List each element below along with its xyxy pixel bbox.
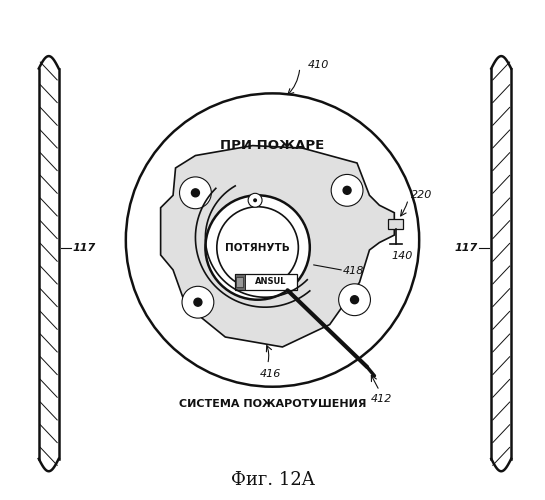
Circle shape <box>217 206 298 288</box>
Circle shape <box>182 286 214 318</box>
Circle shape <box>191 189 199 197</box>
Circle shape <box>331 174 363 206</box>
Text: 220: 220 <box>411 190 432 200</box>
Circle shape <box>248 194 262 207</box>
Circle shape <box>126 94 419 387</box>
Text: Фиг. 12A: Фиг. 12A <box>231 470 314 488</box>
Text: СИСТЕМА ПОЖАРОТУШЕНИЯ: СИСТЕМА ПОЖАРОТУШЕНИЯ <box>179 399 366 409</box>
Bar <box>389 219 403 229</box>
Circle shape <box>350 296 359 304</box>
Text: 410: 410 <box>307 60 329 70</box>
Text: 416: 416 <box>259 370 281 380</box>
Circle shape <box>253 198 257 202</box>
Circle shape <box>343 186 351 194</box>
Polygon shape <box>161 146 395 347</box>
Text: ПОТЯНУТЬ: ПОТЯНУТЬ <box>225 242 290 252</box>
Text: 412: 412 <box>371 394 392 404</box>
Text: ANSUL: ANSUL <box>255 278 287 286</box>
Bar <box>235 274 298 290</box>
Bar <box>236 277 243 287</box>
Bar <box>235 274 245 290</box>
Text: 117: 117 <box>72 242 96 252</box>
Text: ПРИ ПОЖАРЕ: ПРИ ПОЖАРЕ <box>220 139 325 152</box>
Text: 117: 117 <box>454 242 477 252</box>
Circle shape <box>179 177 211 208</box>
Circle shape <box>194 298 202 306</box>
Circle shape <box>338 284 371 316</box>
Circle shape <box>205 196 310 300</box>
Text: 140: 140 <box>391 252 413 262</box>
Text: 418: 418 <box>343 266 364 276</box>
